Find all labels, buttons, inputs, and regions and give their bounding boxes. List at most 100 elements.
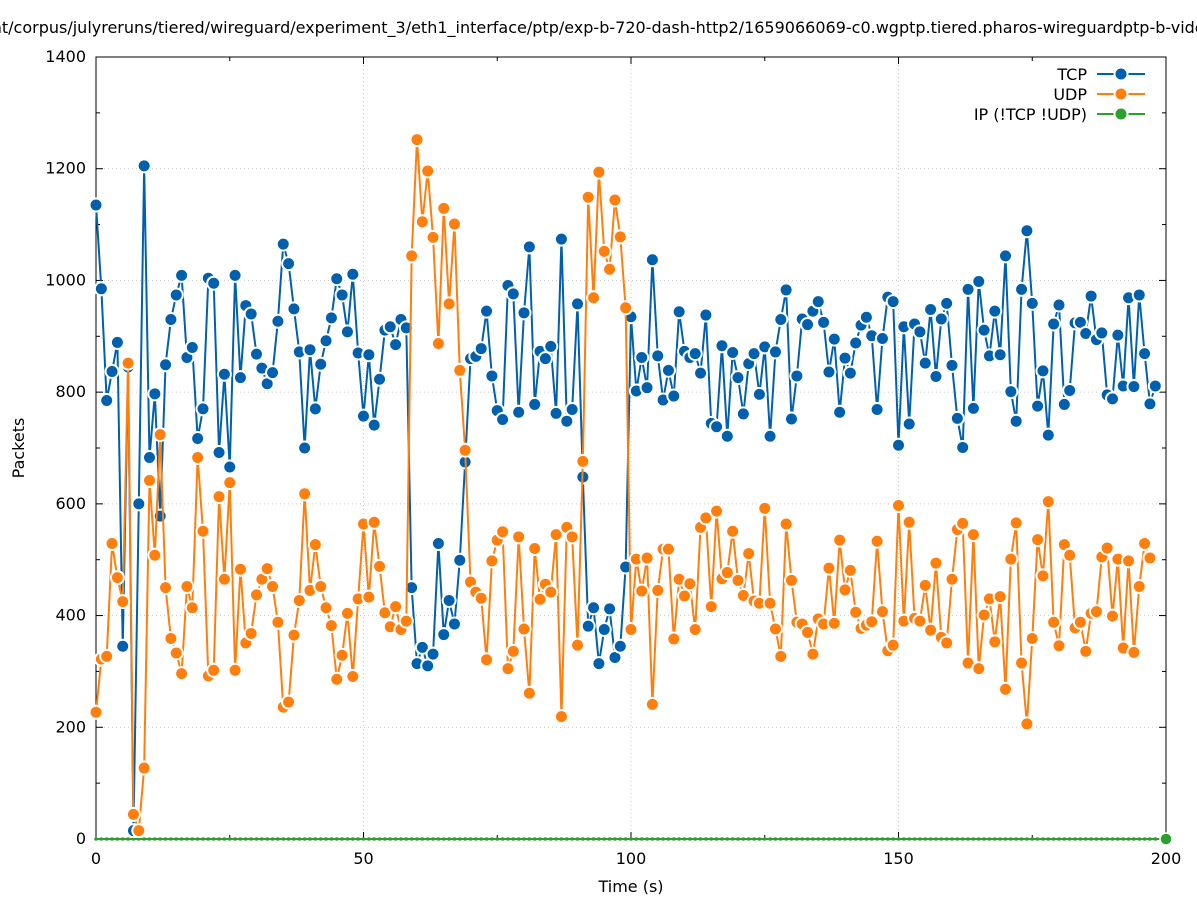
data-point [779, 837, 783, 841]
data-point [404, 837, 409, 841]
data-point [687, 622, 703, 638]
data-point [104, 363, 120, 379]
data-point [623, 837, 628, 841]
data-point [966, 837, 970, 841]
data-point [874, 604, 890, 620]
data-point [1030, 532, 1046, 548]
data-point [490, 837, 494, 841]
data-point [746, 346, 762, 362]
data-point [479, 303, 495, 319]
data-point [1094, 837, 1099, 841]
data-point [859, 837, 863, 841]
data-point [693, 365, 709, 381]
data-point [206, 662, 222, 678]
data-point [1105, 837, 1109, 841]
data-point [361, 589, 377, 605]
legend-label: TCP [1056, 65, 1087, 84]
data-point [174, 666, 190, 682]
data-point [179, 579, 195, 595]
data-point [789, 837, 794, 841]
data-point [730, 370, 746, 386]
data-point [227, 267, 243, 283]
data-point [998, 837, 1002, 841]
data-point [222, 837, 227, 841]
data-point [153, 837, 157, 841]
data-point [543, 338, 559, 354]
data-point [795, 837, 799, 841]
data-point [1121, 837, 1125, 841]
data-point [891, 837, 895, 841]
data-point [800, 624, 816, 640]
data-point [762, 595, 778, 611]
data-point [821, 837, 826, 841]
data-point [185, 837, 189, 841]
data-point [1121, 553, 1137, 569]
data-point [308, 837, 312, 841]
data-point [1147, 378, 1163, 394]
data-point [377, 837, 382, 841]
data-point [746, 837, 751, 841]
data-point [1041, 837, 1045, 841]
data-point [596, 622, 612, 638]
data-point [650, 348, 666, 364]
data-point [570, 296, 585, 312]
data-point [1088, 604, 1104, 620]
data-point [762, 837, 767, 841]
data-point [869, 401, 885, 417]
data-point [912, 324, 928, 340]
data-point [719, 428, 735, 444]
data-point [1132, 837, 1136, 841]
data-point [891, 498, 906, 514]
data-point [414, 214, 430, 230]
data-point [190, 449, 206, 465]
data-point [826, 331, 842, 347]
data-point [645, 837, 649, 841]
data-point [249, 587, 264, 603]
data-point [131, 823, 147, 839]
data-point [88, 704, 104, 720]
data-point [703, 599, 719, 615]
data-point [441, 296, 457, 312]
x-tick-label: 200 [1151, 849, 1182, 868]
data-point [473, 341, 489, 357]
data-point [532, 837, 537, 841]
data-point [907, 837, 911, 841]
data-point [976, 322, 992, 338]
data-point [420, 837, 425, 841]
data-point [971, 274, 987, 290]
data-point [1067, 837, 1072, 841]
data-point [548, 527, 564, 543]
data-point [270, 837, 275, 841]
data-point [993, 837, 997, 841]
data-point [976, 607, 992, 623]
data-point [767, 621, 783, 637]
data-point [1019, 716, 1035, 732]
data-point [206, 275, 222, 291]
series-udp [88, 132, 1158, 839]
data-point [923, 622, 939, 638]
data-point [752, 837, 756, 841]
data-point [912, 613, 928, 629]
data-point [94, 837, 98, 841]
data-point [1024, 630, 1040, 646]
data-point [232, 370, 248, 386]
data-point [553, 231, 569, 247]
data-point [339, 605, 355, 621]
data-point [688, 837, 692, 841]
data-point [302, 342, 318, 358]
data-point [372, 558, 388, 574]
data-point [211, 489, 227, 505]
data-point [339, 324, 355, 340]
data-point [446, 616, 462, 632]
data-point [1019, 837, 1024, 841]
data-point [329, 837, 334, 841]
data-point [1094, 325, 1110, 341]
data-point [147, 837, 152, 841]
data-point [334, 647, 350, 663]
data-point [174, 267, 190, 283]
data-point [425, 837, 430, 841]
legend-marker [1113, 106, 1129, 122]
data-point [265, 365, 281, 381]
data-point [864, 837, 869, 841]
data-point [152, 427, 168, 443]
